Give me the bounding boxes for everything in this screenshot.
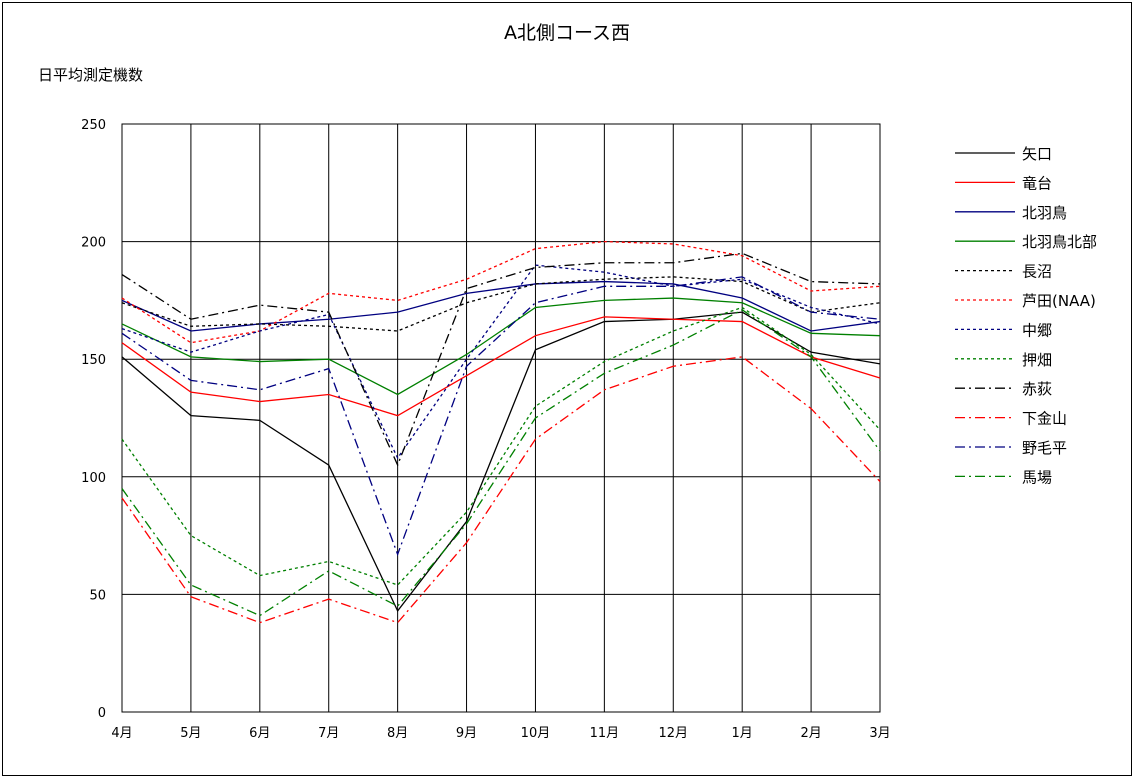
series-line-11 <box>121 276 881 557</box>
legend-label: 中郷 <box>1022 321 1052 339</box>
series-line-9 <box>121 252 881 467</box>
x-tick-label: 12月 <box>658 726 688 741</box>
y-tick-label: 100 <box>81 471 106 486</box>
series-line-12 <box>121 309 881 617</box>
series-line-1 <box>121 311 881 613</box>
y-tick-label: 200 <box>81 236 106 251</box>
x-tick-label: 3月 <box>869 726 890 741</box>
x-tick-label: 8月 <box>387 726 408 741</box>
series-line-6 <box>121 240 881 344</box>
x-tick-label: 2月 <box>800 726 821 741</box>
grid-lines <box>121 123 881 713</box>
plot-area <box>121 123 881 713</box>
x-axis-ticks: 4月 5月 6月 7月 8月 9月 10月 11月 12月 1月 2月 3月 <box>111 726 890 741</box>
x-tick-label: 1月 <box>732 726 753 741</box>
x-tick-label: 11月 <box>590 726 620 741</box>
y-axis-ticks: 0 50 100 150 200 250 <box>81 118 106 721</box>
legend-label: 矢口 <box>1022 145 1052 163</box>
series-line-5 <box>121 276 881 332</box>
chart-title: A北側コース西 <box>503 22 631 44</box>
legend-label: 馬場 <box>1022 468 1052 486</box>
series-line-2 <box>121 316 881 417</box>
series-line-3 <box>121 280 881 332</box>
legend-label: 下金山 <box>1022 410 1067 428</box>
y-tick-label: 250 <box>81 118 106 133</box>
series-line-8 <box>121 306 881 586</box>
y-tick-label: 150 <box>81 353 106 368</box>
legend-label: 赤荻 <box>1022 380 1052 398</box>
x-tick-label: 5月 <box>180 726 201 741</box>
plot-area-border <box>121 123 881 713</box>
legend-label: 北羽鳥北部 <box>1022 233 1097 251</box>
legend-label: 竜台 <box>1022 174 1052 192</box>
legend-label: 押畑 <box>1022 351 1052 369</box>
x-tick-label: 6月 <box>249 726 270 741</box>
legend-label: 芦田(NAA) <box>1022 292 1096 310</box>
x-tick-label: 10月 <box>521 726 551 741</box>
series-line-10 <box>121 356 881 624</box>
y-tick-label: 50 <box>89 588 106 603</box>
legend-label: 北羽鳥 <box>1022 204 1067 222</box>
series-line-4 <box>121 297 881 396</box>
x-tick-label: 7月 <box>318 726 339 741</box>
x-tick-label: 9月 <box>456 726 477 741</box>
y-tick-label: 0 <box>98 706 106 721</box>
series-line-7 <box>121 264 881 460</box>
x-tick-label: 4月 <box>111 726 132 741</box>
series-layer <box>121 240 881 624</box>
y-axis-label: 日平均測定機数 <box>38 66 144 84</box>
legend-label: 野毛平 <box>1022 439 1067 457</box>
legend-label: 長沼 <box>1022 263 1052 281</box>
